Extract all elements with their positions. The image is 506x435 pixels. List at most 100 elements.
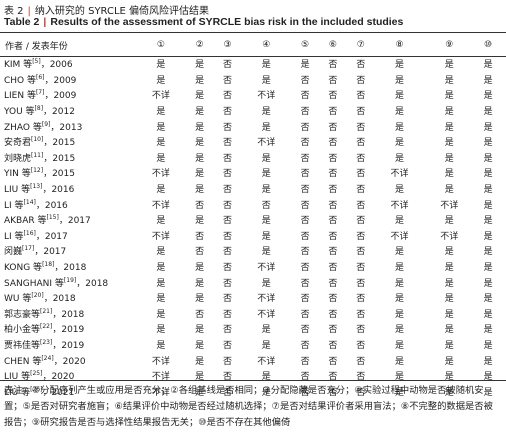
- cell: 否: [195, 200, 205, 211]
- cell: 是: [395, 216, 405, 227]
- cell: 否: [195, 247, 205, 258]
- author-cell: CHO 等[6]，2009: [4, 72, 136, 88]
- cell: 否: [300, 185, 310, 196]
- cell: 否: [328, 91, 338, 102]
- caption-label: 表 2: [4, 6, 24, 17]
- cell: 是: [444, 278, 454, 289]
- cell: 否: [222, 263, 232, 274]
- cell: 否: [222, 356, 232, 367]
- reference: [16]: [23, 229, 36, 237]
- cell: 否: [356, 340, 366, 351]
- reference: [10]: [31, 136, 44, 144]
- cell: 否: [222, 91, 232, 102]
- header-cell: ①: [156, 40, 165, 50]
- cell: 否: [328, 185, 338, 196]
- header-cell: ②: [195, 40, 204, 50]
- author-cell: 郭志豪等[21]，2018: [4, 306, 136, 322]
- cell: 不详: [440, 200, 459, 211]
- cell: 是: [395, 356, 405, 367]
- cell: 是: [483, 107, 493, 118]
- cell: 是: [444, 309, 454, 320]
- cell: 否: [356, 75, 366, 86]
- cell: 是: [395, 138, 405, 149]
- cell: 否: [356, 185, 366, 196]
- cell: 是: [395, 372, 405, 383]
- cell: 否: [356, 107, 366, 118]
- header-cell: ⑨: [445, 40, 454, 50]
- cell: 是: [483, 138, 493, 149]
- table-row: LIU 等[25]，2020 不详 是 否 是 否 否 否 是 是 是: [4, 368, 502, 384]
- cell: 是: [395, 60, 405, 71]
- cell: 否: [195, 231, 205, 242]
- cell: 是: [195, 107, 205, 118]
- cell: 是: [444, 91, 454, 102]
- author-cell: 闵巍[17]，2017: [4, 243, 136, 259]
- cell: 否: [300, 91, 310, 102]
- cell: 是: [483, 75, 493, 86]
- cell: 否: [328, 122, 338, 133]
- cell: 否: [328, 309, 338, 320]
- cell: 否: [356, 169, 366, 180]
- year: ，2018: [52, 309, 85, 320]
- cell: 否: [222, 138, 232, 149]
- cell: 否: [328, 200, 338, 211]
- table-row: CHO 等[6]，2009 是 是 否 是 否 否 否 是 是 是: [4, 72, 502, 88]
- author: 贾祎佳等: [4, 340, 41, 351]
- reference: [25]: [30, 370, 43, 378]
- cell: 是: [483, 309, 493, 320]
- author: LI 等: [4, 231, 24, 242]
- cell: 否: [222, 60, 232, 71]
- cell: 否: [356, 200, 366, 211]
- author-cell: 安奇君[10]，2015: [4, 134, 136, 150]
- cell: 不详: [151, 387, 170, 398]
- cell: 是: [156, 185, 166, 196]
- cell: 是: [156, 60, 166, 71]
- cell: 是: [261, 185, 271, 196]
- cell: 否: [300, 75, 310, 86]
- cell: 是: [444, 185, 454, 196]
- cell: 是: [195, 325, 205, 336]
- author-cell: KIM 等[5]，2006: [4, 56, 136, 72]
- cell: 是: [195, 294, 205, 305]
- cell: 不详: [151, 372, 170, 383]
- author: YIN 等: [4, 169, 31, 180]
- cell: 否: [222, 294, 232, 305]
- cell: 否: [328, 278, 338, 289]
- reference: [20]: [31, 292, 44, 300]
- cell: 是: [261, 122, 271, 133]
- table-row: YOU 等[8]，2012 是 是 否 是 否 否 否 是 是 是: [4, 103, 502, 119]
- cell: 否: [300, 231, 310, 242]
- cell: 是: [483, 263, 493, 274]
- rule: [0, 32, 506, 33]
- cell: 是: [261, 216, 271, 227]
- table-row: 闵巍[17]，2017 是 否 否 是 否 否 否 是 是 是: [4, 243, 502, 259]
- cell: 否: [222, 185, 232, 196]
- cell: 是: [483, 294, 493, 305]
- cell: 不详: [151, 169, 170, 180]
- year: ，2015: [43, 138, 76, 149]
- cell: 不详: [257, 91, 276, 102]
- author-cell: LIU 等[13]，2016: [4, 181, 136, 197]
- reference: [14]: [23, 198, 36, 206]
- author: 柏小金等: [4, 325, 41, 336]
- table-row: KONG 等[18]，2018 是 是 否 不详 否 否 否 是 是 是: [4, 259, 502, 275]
- caption-text: 纳入研究的 SYRCLE 偏倚风险评估结果: [34, 6, 210, 17]
- cell: 否: [328, 169, 338, 180]
- cell: 否: [300, 340, 310, 351]
- cell: 是: [261, 153, 271, 164]
- cell: 否: [195, 309, 205, 320]
- year: ，2020: [53, 356, 86, 367]
- author: 安奇君: [4, 138, 32, 149]
- author: CHEN 等: [4, 356, 42, 367]
- cell: 是: [483, 340, 493, 351]
- cell: 是: [395, 75, 405, 86]
- header-cell: ⑩: [484, 40, 493, 50]
- cell: 是: [444, 216, 454, 227]
- cell: 否: [261, 200, 271, 211]
- cell: 否: [300, 309, 310, 320]
- author-cell: SANGHANI 等[19]，2018: [4, 274, 136, 290]
- author-cell: 贾祎佳等[23]，2019: [4, 337, 136, 353]
- cell: 是: [483, 169, 493, 180]
- cell: 否: [222, 107, 232, 118]
- cell: 是: [483, 387, 493, 398]
